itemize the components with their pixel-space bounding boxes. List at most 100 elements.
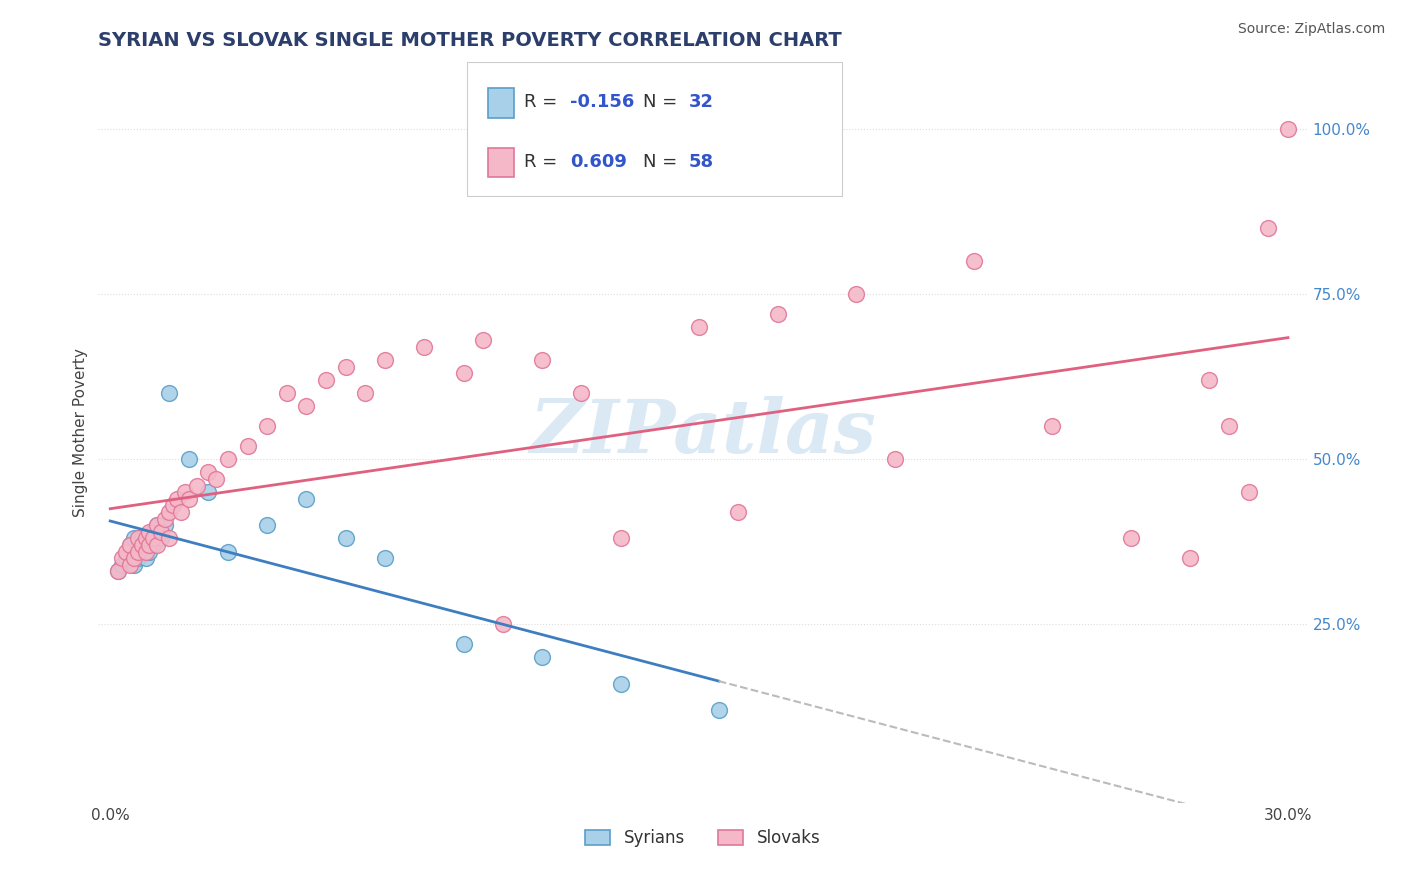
Point xyxy=(1119,532,1142,546)
Text: Source: ZipAtlas.com: Source: ZipAtlas.com xyxy=(1237,22,1385,37)
Point xyxy=(131,538,153,552)
Point xyxy=(157,386,180,401)
Text: R =: R = xyxy=(524,94,562,112)
Point xyxy=(236,439,259,453)
Point xyxy=(122,532,145,546)
Point xyxy=(142,524,165,539)
Point xyxy=(335,532,357,546)
Point xyxy=(569,386,592,401)
Point xyxy=(162,499,184,513)
Point xyxy=(884,452,907,467)
Point xyxy=(256,419,278,434)
Point xyxy=(963,253,986,268)
Point xyxy=(142,538,165,552)
Point xyxy=(115,544,138,558)
Text: SYRIAN VS SLOVAK SINGLE MOTHER POVERTY CORRELATION CHART: SYRIAN VS SLOVAK SINGLE MOTHER POVERTY C… xyxy=(98,30,842,50)
Point xyxy=(135,538,157,552)
Point xyxy=(146,518,169,533)
Point xyxy=(127,532,149,546)
Point xyxy=(688,319,710,334)
Point xyxy=(1198,373,1220,387)
Point xyxy=(122,558,145,572)
Point xyxy=(707,703,730,717)
Point xyxy=(135,532,157,546)
Point xyxy=(127,544,149,558)
Point xyxy=(197,465,219,479)
Point xyxy=(127,551,149,566)
Point xyxy=(472,333,495,347)
Point xyxy=(845,286,868,301)
Point xyxy=(111,558,134,572)
Point xyxy=(122,551,145,566)
Point xyxy=(413,340,436,354)
Point xyxy=(177,491,200,506)
Point xyxy=(1042,419,1064,434)
Point xyxy=(354,386,377,401)
Point xyxy=(138,524,160,539)
Point xyxy=(727,505,749,519)
Point xyxy=(453,637,475,651)
Point xyxy=(118,558,141,572)
Point xyxy=(295,491,318,506)
Point xyxy=(1237,485,1260,500)
Point xyxy=(150,532,173,546)
Point xyxy=(157,532,180,546)
Point xyxy=(609,677,631,691)
Point xyxy=(315,373,337,387)
Point xyxy=(531,352,554,367)
Text: 58: 58 xyxy=(689,153,714,170)
Point xyxy=(177,452,200,467)
Point xyxy=(335,359,357,374)
Point xyxy=(1178,551,1201,566)
Point xyxy=(107,565,129,579)
Point xyxy=(295,399,318,413)
Point xyxy=(166,491,188,506)
Text: ZIPatlas: ZIPatlas xyxy=(530,396,876,469)
Point xyxy=(609,532,631,546)
Point xyxy=(142,532,165,546)
FancyBboxPatch shape xyxy=(488,88,515,118)
FancyBboxPatch shape xyxy=(488,147,515,178)
Point xyxy=(766,307,789,321)
Point xyxy=(197,485,219,500)
Point xyxy=(153,518,176,533)
Legend: Syrians, Slovaks: Syrians, Slovaks xyxy=(579,822,827,854)
Point xyxy=(118,538,141,552)
Text: N =: N = xyxy=(643,153,682,170)
Y-axis label: Single Mother Poverty: Single Mother Poverty xyxy=(73,348,89,517)
Text: -0.156: -0.156 xyxy=(569,94,634,112)
Point xyxy=(453,366,475,380)
Point xyxy=(146,538,169,552)
Point xyxy=(146,518,169,533)
Point xyxy=(135,544,157,558)
Point xyxy=(138,532,160,546)
Point xyxy=(1257,220,1279,235)
Point xyxy=(135,551,157,566)
Text: N =: N = xyxy=(643,94,682,112)
Point xyxy=(170,505,193,519)
Point xyxy=(1277,121,1299,136)
Point xyxy=(205,472,228,486)
Point xyxy=(150,524,173,539)
Point xyxy=(1218,419,1240,434)
Text: 0.609: 0.609 xyxy=(569,153,627,170)
Point xyxy=(118,544,141,558)
FancyBboxPatch shape xyxy=(467,62,842,195)
Point xyxy=(492,617,515,632)
Text: 32: 32 xyxy=(689,94,713,112)
Point xyxy=(118,538,141,552)
Point xyxy=(115,551,138,566)
Text: R =: R = xyxy=(524,153,562,170)
Point xyxy=(138,538,160,552)
Point xyxy=(138,544,160,558)
Point xyxy=(217,544,239,558)
Point xyxy=(111,551,134,566)
Point xyxy=(127,544,149,558)
Point xyxy=(157,505,180,519)
Point xyxy=(173,485,195,500)
Point xyxy=(256,518,278,533)
Point xyxy=(531,650,554,665)
Point xyxy=(131,538,153,552)
Point xyxy=(131,532,153,546)
Point xyxy=(217,452,239,467)
